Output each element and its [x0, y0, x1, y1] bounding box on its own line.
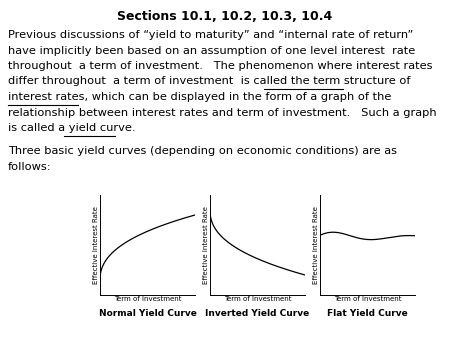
Text: Previous discussions of “yield to maturity” and “internal rate of return”: Previous discussions of “yield to maturi… — [8, 30, 413, 40]
Text: Three basic yield curves (depending on economic conditions) are as: Three basic yield curves (depending on e… — [8, 146, 397, 156]
Y-axis label: Effective Interest Rate: Effective Interest Rate — [313, 206, 319, 284]
Text: throughout  a term of investment.   The phenomenon where interest rates: throughout a term of investment. The phe… — [8, 61, 432, 71]
Text: Sections 10.1, 10.2, 10.3, 10.4: Sections 10.1, 10.2, 10.3, 10.4 — [117, 10, 333, 23]
Text: have implicitly been based on an assumption of one level interest  rate: have implicitly been based on an assumpt… — [8, 46, 415, 55]
Text: Flat Yield Curve: Flat Yield Curve — [327, 309, 408, 318]
Text: differ throughout  a term of investment  is called the term structure of: differ throughout a term of investment i… — [8, 76, 410, 87]
Text: follows:: follows: — [8, 162, 52, 172]
X-axis label: Term of Investment: Term of Investment — [224, 296, 291, 303]
Y-axis label: Effective Interest Rate: Effective Interest Rate — [202, 206, 209, 284]
Text: relationship between interest rates and term of investment.   Such a graph: relationship between interest rates and … — [8, 107, 436, 118]
Text: is called a yield curve.: is called a yield curve. — [8, 123, 135, 133]
Text: Inverted Yield Curve: Inverted Yield Curve — [205, 309, 310, 318]
X-axis label: Term of Investment: Term of Investment — [114, 296, 181, 303]
X-axis label: Term of Investment: Term of Investment — [334, 296, 401, 303]
Y-axis label: Effective Interest Rate: Effective Interest Rate — [93, 206, 99, 284]
Text: Normal Yield Curve: Normal Yield Curve — [99, 309, 197, 318]
Text: interest rates, which can be displayed in the form of a graph of the: interest rates, which can be displayed i… — [8, 92, 392, 102]
